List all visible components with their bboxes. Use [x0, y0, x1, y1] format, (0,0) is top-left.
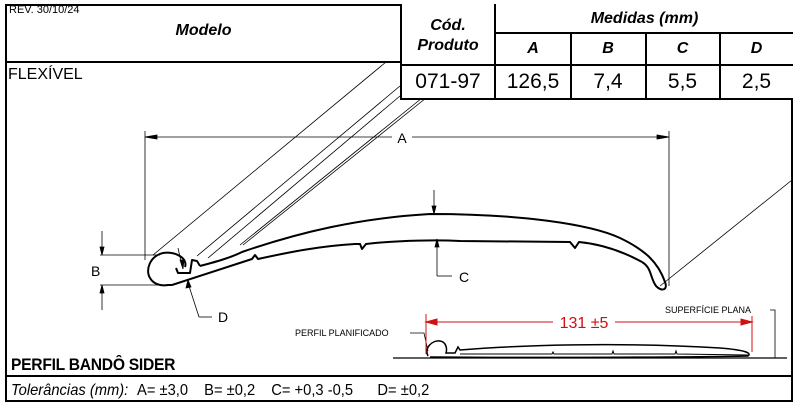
value-d: 2,5	[741, 70, 772, 93]
model-header: Modelo	[175, 22, 232, 39]
drawing-frame	[5, 4, 793, 402]
measures-header: Medidas (mm)	[590, 10, 699, 27]
revision-date: REV. 30/10/24	[9, 4, 80, 16]
dim-b-label: B	[91, 263, 100, 279]
value-a: 126,5	[506, 70, 560, 93]
flat-surface-label: SUPERFÍCIE PLANA	[665, 305, 751, 315]
dim-d-label: D	[218, 309, 228, 325]
tolerance-a: A= ±3,0	[137, 382, 189, 399]
tolerance-b: B= ±0,2	[204, 382, 256, 399]
header-divider	[5, 61, 400, 63]
flat-length-dimension: 131 ±5	[560, 315, 609, 332]
col-header-a: A	[527, 40, 539, 57]
tolerance-label: Tolerâncias (mm):	[11, 382, 129, 399]
product-code-header-line1: Cód.	[430, 17, 466, 34]
dim-a-label: A	[397, 130, 407, 146]
tolerances-row: Tolerâncias (mm): A= ±3,0 B= ±0,2 C= +0,…	[11, 382, 441, 400]
tolerance-c: C= +0,3 -0,5	[271, 382, 354, 399]
dim-c-label: C	[459, 269, 469, 285]
profile-title: PERFIL BANDÔ SIDER	[11, 355, 176, 374]
product-code-header-line2: Produto	[417, 37, 479, 54]
model-value: FLEXÍVEL	[8, 66, 83, 83]
value-b: 7,4	[593, 70, 623, 93]
col-header-b: B	[602, 40, 614, 57]
measures-table: Cód. Produto Medidas (mm) A B C D 071-97…	[400, 4, 793, 100]
flat-profile-label: PERFIL PLANIFICADO	[295, 328, 389, 338]
tolerance-d: D= ±0,2	[377, 382, 430, 399]
col-header-c: C	[676, 40, 689, 57]
col-header-d: D	[750, 40, 763, 57]
product-code: 071-97	[415, 70, 481, 93]
product-code-header: Cód. Produto	[402, 10, 494, 62]
value-c: 5,5	[667, 70, 698, 93]
